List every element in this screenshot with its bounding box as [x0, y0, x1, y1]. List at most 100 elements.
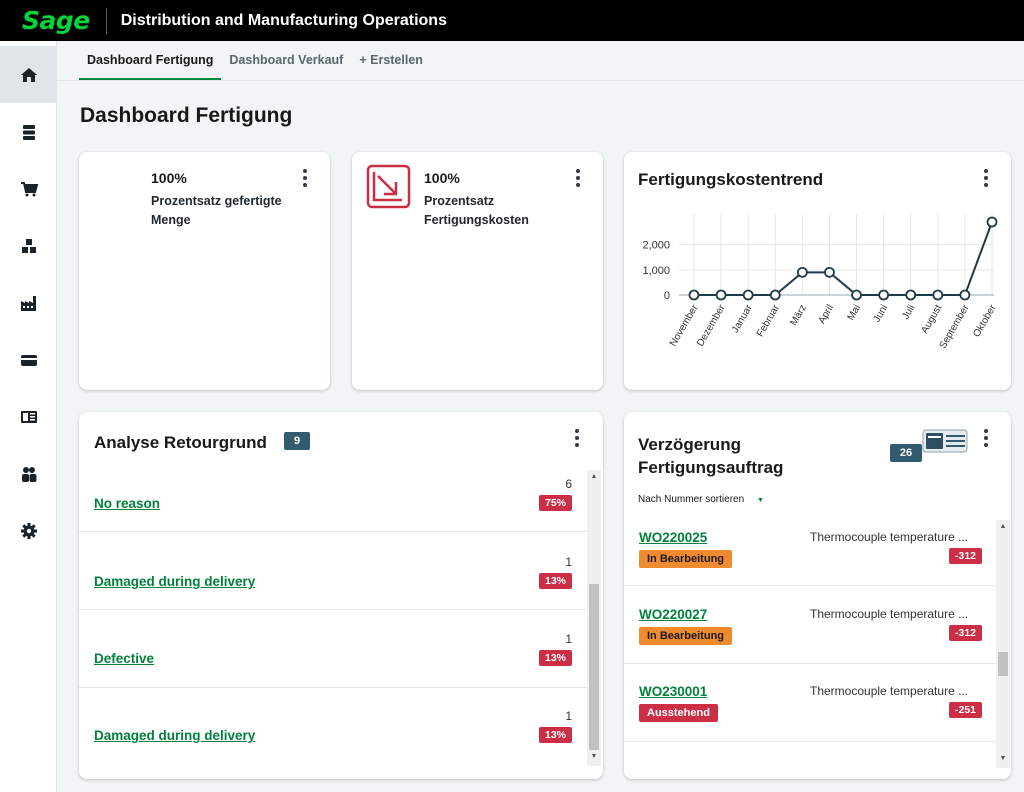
x-tick-label: Juli: [900, 303, 917, 322]
dashboard-tabs: Dashboard Fertigung Dashboard Verkauf + …: [79, 45, 431, 81]
scrollbar-thumb[interactable]: [998, 652, 1008, 676]
x-tick-label: April: [817, 303, 837, 326]
sort-label: Nach Nummer sortieren: [638, 494, 745, 505]
count-badge: 9: [284, 432, 310, 450]
home-icon: [20, 67, 37, 82]
status-badge: In Bearbeitung: [639, 550, 733, 568]
sidebar-item-purchasing[interactable]: [0, 160, 57, 217]
tab-dashboard-verkauf[interactable]: Dashboard Verkauf: [229, 53, 344, 67]
page-title: Dashboard Fertigung: [80, 104, 293, 127]
card-title: Analyse Retourgrund: [94, 433, 267, 452]
work-order-link[interactable]: WO220025: [639, 530, 708, 545]
chevron-down-icon: ▼: [756, 497, 764, 504]
list-item: 1 Damaged during delivery 13%: [79, 532, 587, 610]
sort-dropdown[interactable]: Nach Nummer sortieren ▼: [638, 494, 764, 505]
tab-create[interactable]: + Erstellen: [359, 53, 423, 67]
factory-icon: [20, 295, 36, 311]
sidebar-item-accounting[interactable]: [0, 388, 57, 445]
percent-badge: 13%: [538, 650, 572, 666]
sidebar-item-manufacturing[interactable]: [0, 274, 57, 331]
data-point: [688, 289, 700, 301]
card-title-line: Fertigungsauftrag: [638, 458, 784, 477]
data-point: [905, 289, 917, 301]
return-reason-link[interactable]: Defective: [94, 651, 155, 666]
scroll-up-icon[interactable]: ▲: [590, 473, 598, 480]
x-tick-label: Februar: [755, 302, 782, 338]
app-title: Distribution and Manufacturing Operation…: [120, 11, 447, 29]
scroll-down-icon[interactable]: ▼: [999, 755, 1007, 762]
cost-chart-icon: [366, 164, 411, 209]
data-point: [742, 289, 754, 301]
delay-badge: -312: [948, 625, 982, 641]
list-item: 6 No reason 75%: [79, 454, 587, 532]
percent-badge: 75%: [538, 495, 572, 511]
return-reason-link[interactable]: Damaged during delivery: [94, 728, 256, 743]
work-order-link[interactable]: WO220027: [639, 607, 708, 622]
card-title-line: Verzögerung: [638, 435, 741, 454]
more-options-icon[interactable]: [572, 427, 582, 449]
card-title: Fertigungskostentrend: [638, 170, 824, 189]
kpi-label: Prozentsatz Fertigungskosten: [424, 194, 529, 227]
work-order-delay-card: Verzögerung Fertigungsauftrag 26 Nach Nu…: [624, 412, 1011, 779]
list-item: 1 Damaged during delivery 13%: [79, 688, 587, 766]
data-point: [769, 289, 781, 301]
list-item: 1 Defective 13%: [79, 610, 587, 688]
ledger-icon: [20, 410, 37, 423]
sidebar-item-finance[interactable]: [0, 331, 57, 388]
scrollbar-thumb[interactable]: [589, 584, 599, 750]
more-options-icon[interactable]: [573, 167, 583, 189]
x-tick-label: August: [919, 303, 944, 336]
return-count: 1: [565, 632, 572, 646]
return-reason-link[interactable]: No reason: [94, 496, 161, 511]
scroll-down-icon[interactable]: ▼: [590, 753, 598, 760]
database-icon: [22, 124, 35, 140]
count-badge: 26: [890, 444, 922, 462]
data-point: [851, 289, 862, 301]
work-order-description: Thermocouple temperature ...: [810, 684, 969, 698]
cost-trend-card: Fertigungskostentrend 0 1,000 2,000 Novembe…: [624, 152, 1011, 390]
kpi-card-costs: 100% Prozentsatz Fertigungskosten: [352, 152, 603, 390]
data-point: [715, 289, 727, 301]
tab-dashboard-fertigung[interactable]: Dashboard Fertigung: [79, 45, 222, 81]
x-tick-label: Juni: [872, 303, 891, 324]
more-options-icon[interactable]: [300, 167, 310, 189]
sidebar-item-people[interactable]: [0, 445, 57, 502]
scroll-up-icon[interactable]: ▲: [999, 523, 1007, 530]
return-reason-card: Analyse Retourgrund 9 6 No reason 75% 1 …: [79, 412, 603, 779]
tabs-divider: [57, 80, 1024, 81]
x-tick-label: Mai: [846, 303, 864, 322]
sidebar-item-home[interactable]: [0, 46, 57, 103]
scrollbar[interactable]: ▲ ▼: [996, 520, 1010, 768]
x-tick-label: Januar: [730, 302, 755, 335]
scrollbar[interactable]: ▲ ▼: [587, 470, 601, 766]
sidebar-item-settings[interactable]: [0, 502, 57, 559]
delay-badge: -312: [948, 548, 982, 564]
more-options-icon[interactable]: [981, 427, 991, 449]
y-tick-label: 2,000: [642, 240, 670, 252]
table-row: WO220027 Thermocouple temperature ... In…: [624, 586, 997, 664]
delay-badge: -251: [948, 702, 982, 718]
kpi-value: 100%: [424, 170, 460, 186]
kpi-label: Prozentsatz gefertigte Menge: [151, 194, 282, 227]
sidebar-item-inventory[interactable]: [0, 217, 57, 274]
data-point: [878, 289, 890, 301]
view-toggle-icon[interactable]: [922, 429, 968, 453]
card-title: Verzögerung Fertigungsauftrag: [638, 433, 783, 479]
sage-logo[interactable]: Sage: [22, 6, 90, 35]
sidebar-item-data[interactable]: [0, 103, 57, 160]
data-point: [986, 216, 998, 228]
return-reason-link[interactable]: Damaged during delivery: [94, 574, 256, 589]
boxes-icon: [21, 238, 36, 253]
top-bar-divider: [105, 7, 107, 34]
x-tick-label: März: [788, 303, 809, 328]
return-count: 6: [565, 477, 572, 491]
top-bar: Sage Distribution and Manufacturing Oper…: [0, 0, 1024, 41]
table-row: WO230001 Thermocouple temperature ... Au…: [624, 664, 997, 742]
cart-icon: [20, 181, 38, 196]
work-order-link[interactable]: WO230001: [639, 684, 708, 699]
x-tick-label: Oktober: [971, 302, 999, 339]
return-count: 1: [565, 709, 572, 723]
work-order-description: Thermocouple temperature ...: [810, 530, 969, 544]
more-options-icon[interactable]: [981, 167, 991, 189]
table-row: WO220025 Thermocouple temperature ... In…: [624, 508, 997, 586]
